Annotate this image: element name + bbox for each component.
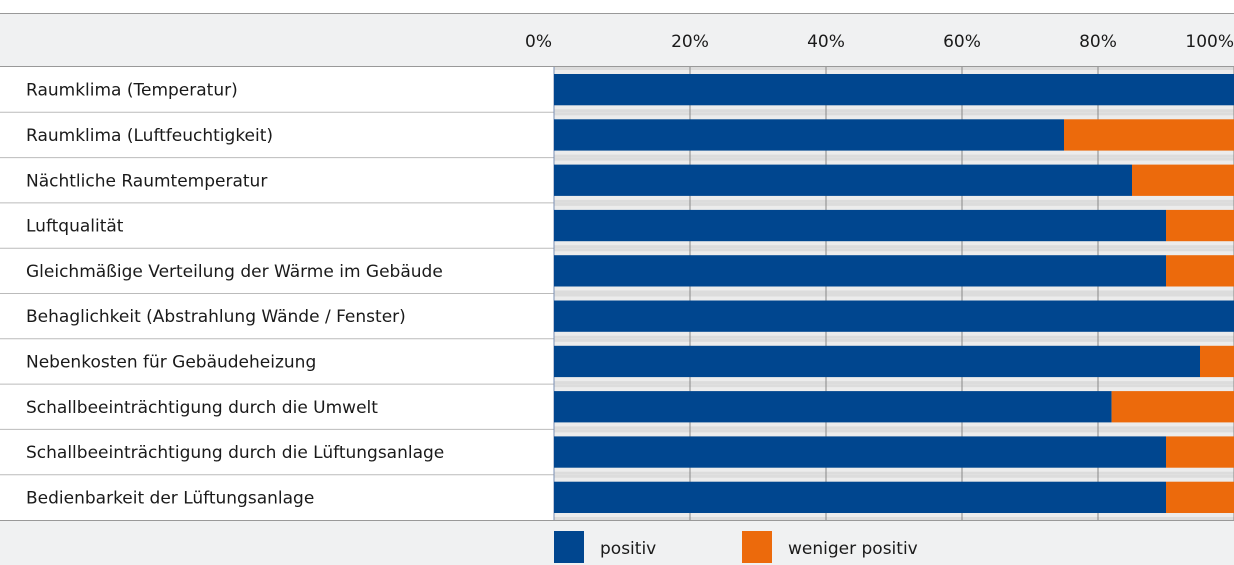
bar-segment (1111, 391, 1234, 423)
x-tick-label: 80% (1079, 32, 1117, 52)
bar-segment (1166, 209, 1234, 242)
bar-segment (554, 481, 1166, 513)
x-tick-label: 40% (807, 32, 845, 52)
bar-segment (554, 391, 1112, 423)
bar-segment (554, 74, 1234, 106)
category-label: Behaglichkeit (Abstrahlung Wände / Fenst… (26, 307, 406, 327)
bar-segment (554, 119, 1064, 151)
bar-segment (554, 164, 1132, 196)
legend-label: weniger positiv (788, 539, 918, 559)
x-tick-label: 0% (525, 32, 552, 52)
bar-segment (554, 436, 1166, 468)
legend-swatch (742, 531, 772, 563)
bar-segment (1166, 436, 1234, 468)
category-label: Nebenkosten für Gebäudeheizung (26, 352, 316, 372)
bar-segment (1132, 164, 1234, 196)
bar-segment (1064, 119, 1234, 151)
bar-segment (1166, 255, 1234, 287)
bar-segment (1200, 345, 1234, 378)
category-label: Nächtliche Raumtemperatur (26, 171, 267, 191)
bar-segment (1166, 481, 1234, 513)
x-tick-label: 20% (671, 32, 709, 52)
bar-segment (554, 300, 1234, 332)
category-label: Gleichmäßige Verteilung der Wärme im Geb… (26, 262, 443, 282)
x-tick-label: 100% (1185, 32, 1234, 52)
bar-segment (554, 209, 1166, 242)
legend-label: positiv (600, 539, 656, 559)
category-label: Bedienbarkeit der Lüftungsanlage (26, 488, 314, 508)
footer-band (0, 520, 1234, 565)
category-label: Schallbeeinträchtigung durch die Umwelt (26, 398, 378, 418)
x-tick-label: 60% (943, 32, 981, 52)
legend-swatch (554, 531, 584, 563)
category-label: Raumklima (Luftfeuchtigkeit) (26, 126, 273, 146)
category-label: Luftqualität (26, 217, 124, 237)
header-band (0, 13, 1234, 67)
bar-segment (554, 255, 1166, 287)
category-label: Schallbeeinträchtigung durch die Lüftung… (26, 443, 444, 463)
category-label: Raumklima (Temperatur) (26, 81, 238, 101)
bar-segment (554, 345, 1200, 378)
